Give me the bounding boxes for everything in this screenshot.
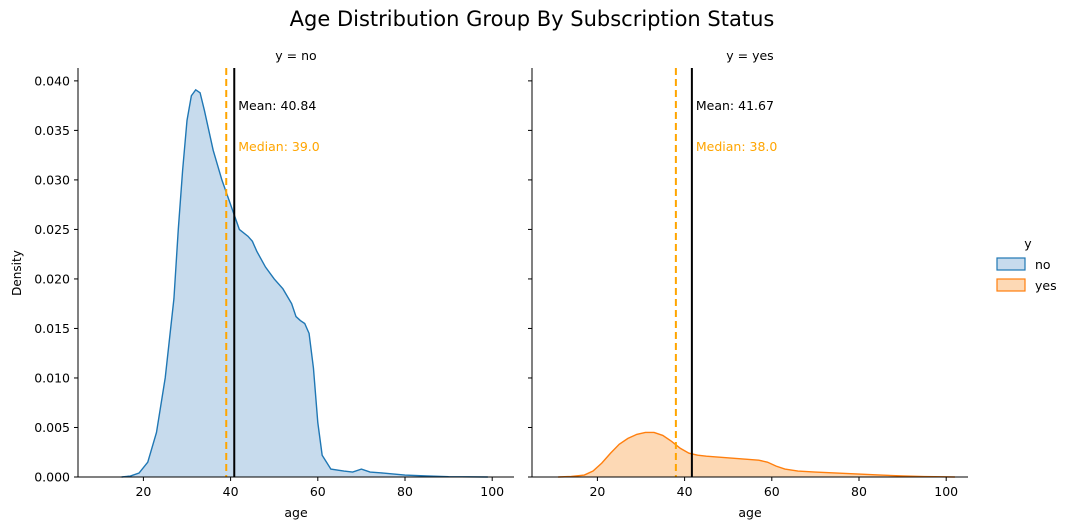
kde-area-no [121,89,488,477]
x-tick-label-yes-80: 80 [851,484,867,499]
y-tick-label: 0.005 [34,420,70,435]
median-annotation-yes: Median: 38.0 [696,139,778,154]
median-annotation-no: Median: 39.0 [238,139,320,154]
panel-yes: y = yes Mean: 41.67 Median: 38.0 20 40 60 80 10… [528,48,968,520]
y-tick-label: 0.040 [34,73,70,88]
legend-label-no: no [1035,257,1051,272]
x-tick-label-yes-20: 20 [589,484,605,499]
mean-annotation-no: Mean: 40.84 [238,98,316,113]
figure-title: Age Distribution Group By Subscription S… [290,7,775,31]
x-tick-label-yes-100: 100 [934,484,958,499]
mean-annotation-yes: Mean: 41.67 [696,98,774,113]
legend-label-yes: yes [1035,278,1057,293]
x-tick-label-yes-60: 60 [764,484,780,499]
panel-title-no: y = no [275,48,316,63]
kde-area-yes [558,432,955,477]
y-tick-label: 0.020 [34,271,70,286]
kde-line-yes [558,431,955,478]
panels: y = no Mean: 40.84 Median: 39.0 20 40 60 80 100… [34,48,968,520]
kde-line-no [121,88,488,478]
y-tick-label: 0.025 [34,222,70,237]
legend-swatch-no [996,257,1026,271]
y-tick-label: 0.035 [34,123,70,138]
legend-title: y [1024,236,1032,251]
x-tick-label-no-20: 20 [135,484,151,499]
x-tick-label-no-100: 100 [480,484,504,499]
y-tick-label: 0.000 [34,470,70,485]
y-tick-label: 0.030 [34,172,70,187]
y-tick-label: 0.015 [34,321,70,336]
x-tick-label-no-80: 80 [397,484,413,499]
y-tick-label: 0.010 [34,370,70,385]
x-axis-label-yes: age [738,505,762,520]
x-tick-label-yes-40: 40 [677,484,693,499]
x-tick-label-no-60: 60 [310,484,326,499]
x-tick-label-no-40: 40 [223,484,239,499]
panel-no: y = no Mean: 40.84 Median: 39.0 20 40 60 80 100… [34,48,514,520]
legend: y no yes [996,236,1057,293]
y-axis-label: Density [10,250,24,296]
panel-title-yes: y = yes [726,48,773,63]
x-axis-label-no: age [284,505,308,520]
legend-swatch-yes [996,278,1026,292]
